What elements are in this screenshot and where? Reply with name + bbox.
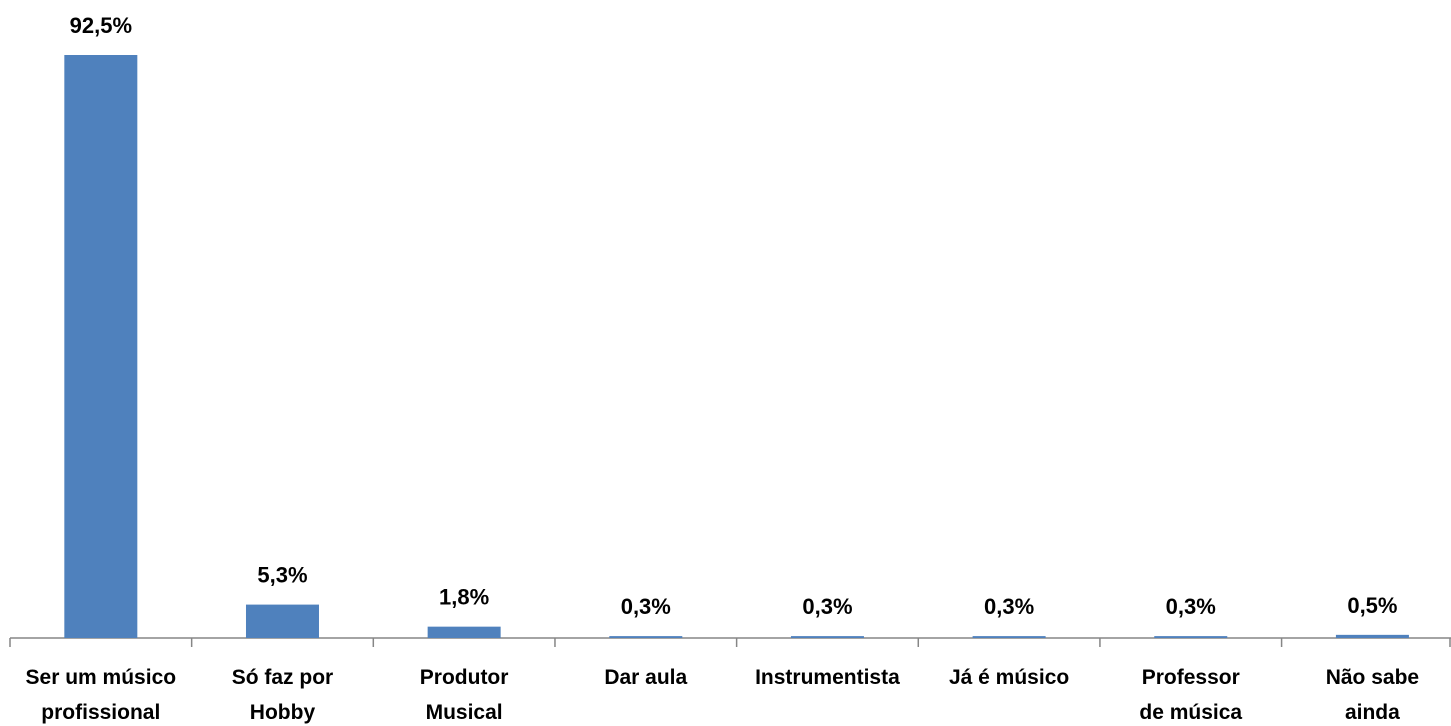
data-label: 5,3%	[257, 563, 307, 588]
x-tick-label: Dar aula	[604, 666, 688, 689]
bar	[972, 636, 1046, 638]
bar	[1335, 634, 1409, 638]
bar	[609, 636, 683, 638]
bar	[64, 55, 138, 638]
x-tick-label: Não sabe ainda	[1325, 666, 1420, 724]
data-label: 0,3%	[1166, 594, 1216, 619]
x-tick-label: Já é músico	[948, 666, 1070, 689]
bar	[427, 626, 501, 638]
data-label: 0,5%	[1347, 593, 1397, 618]
data-label: 0,3%	[984, 594, 1034, 619]
x-tick-label: Professor de música	[1139, 666, 1243, 724]
data-label: 1,8%	[439, 585, 489, 610]
x-tick-label: Produtor Musical	[419, 666, 509, 724]
bar	[1154, 636, 1228, 638]
bar	[790, 636, 864, 638]
data-label: 0,3%	[802, 594, 852, 619]
bar	[245, 604, 319, 638]
data-label: 92,5%	[70, 13, 132, 38]
data-label: 0,3%	[621, 594, 671, 619]
x-tick-label: Ser um músico profissional	[25, 666, 177, 724]
x-tick-label: Só faz por Hobby	[231, 666, 334, 724]
x-tick-label: Instrumentista	[755, 666, 900, 689]
